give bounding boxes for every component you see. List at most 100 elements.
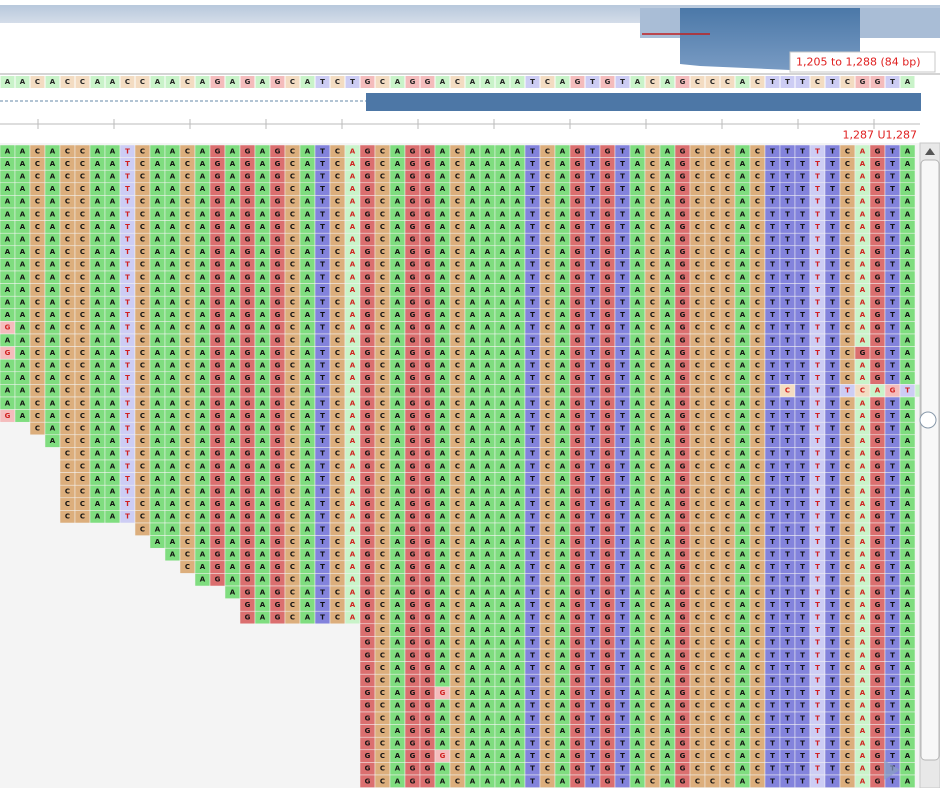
read-base: G (275, 324, 281, 332)
read-base: T (590, 173, 595, 181)
read-base: A (440, 160, 446, 168)
read-base: A (740, 273, 746, 281)
read-base: A (740, 551, 746, 559)
read-base: G (605, 563, 611, 571)
read-base: A (905, 525, 911, 533)
read-base: T (620, 576, 625, 584)
reference-base: C (125, 78, 130, 86)
read-base: C (725, 614, 730, 622)
read-base: A (485, 261, 491, 269)
read-base: T (125, 412, 130, 420)
read-base: T (590, 576, 595, 584)
read-base: T (890, 488, 895, 496)
read-base: A (470, 387, 476, 395)
read-base: C (650, 311, 655, 319)
read-base: T (530, 437, 535, 445)
reference-base: A (95, 78, 101, 86)
read-base: C (710, 248, 715, 256)
read-base: T (800, 513, 805, 521)
read-base: C (335, 450, 340, 458)
read-base: A (440, 185, 446, 193)
read-base: A (860, 588, 866, 596)
read-base: A (170, 248, 176, 256)
read-base: A (440, 601, 446, 609)
read-base: A (665, 210, 671, 218)
read-base: A (110, 173, 116, 181)
read-base: A (515, 198, 521, 206)
read-base: C (80, 475, 85, 483)
read-base: C (545, 185, 550, 193)
read-base: T (785, 425, 790, 433)
read-base: A (515, 664, 521, 672)
read-base: A (230, 362, 236, 370)
reference-base: A (560, 78, 566, 86)
read-base: A (560, 689, 566, 697)
read-base: C (755, 399, 760, 407)
read-base: T (320, 349, 325, 357)
read-base: A (500, 551, 506, 559)
read-base: C (545, 311, 550, 319)
read-base: T (785, 488, 790, 496)
read-base: G (275, 349, 281, 357)
read-base: G (215, 475, 221, 483)
read-base: G (365, 236, 371, 244)
read-base: A (50, 349, 56, 357)
read-base: T (800, 299, 805, 307)
read-base: C (755, 147, 760, 155)
read-base: G (245, 299, 251, 307)
read-base: T (770, 538, 775, 546)
read-base: A (515, 236, 521, 244)
read-base: G (680, 588, 686, 596)
read-base: G (215, 462, 221, 470)
read-base: C (695, 462, 700, 470)
read-base: G (605, 513, 611, 521)
read-base: C (545, 261, 550, 269)
read-base: T (125, 324, 130, 332)
read-base: C (845, 677, 850, 685)
read-base: A (200, 500, 206, 508)
read-base: A (635, 525, 641, 533)
read-base: C (185, 261, 190, 269)
read-base: A (860, 147, 866, 155)
read-base: A (635, 387, 641, 395)
read-base: C (755, 614, 760, 622)
reference-cell (180, 76, 195, 88)
read-base: C (710, 311, 715, 319)
read-base: C (80, 223, 85, 231)
read-base: G (875, 299, 881, 307)
read-base: G (410, 387, 416, 395)
read-base: A (20, 236, 26, 244)
read-base: T (590, 437, 595, 445)
read-base: G (680, 185, 686, 193)
read-base: A (260, 601, 266, 609)
read-base: A (635, 160, 641, 168)
read-base: A (155, 462, 161, 470)
read-base: C (335, 576, 340, 584)
read-base: G (410, 639, 416, 647)
read-base: A (470, 299, 476, 307)
read-base: C (455, 450, 460, 458)
read-base: C (545, 601, 550, 609)
read-base: C (80, 500, 85, 508)
read-base: A (395, 563, 401, 571)
read-base: G (875, 664, 881, 672)
read-base: C (695, 261, 700, 269)
read-base: G (605, 362, 611, 370)
read-base: C (545, 513, 550, 521)
reference-cell (540, 76, 555, 88)
read-base: C (710, 639, 715, 647)
read-base: G (860, 349, 866, 357)
reference-base: T (770, 78, 775, 86)
read-base: G (275, 538, 281, 546)
read-base: G (245, 311, 251, 319)
read-base: C (845, 500, 850, 508)
read-base: A (485, 387, 491, 395)
read-base: T (530, 236, 535, 244)
read-base: A (665, 198, 671, 206)
read-base: G (410, 261, 416, 269)
read-base: A (500, 450, 506, 458)
read-base: A (95, 210, 101, 218)
read-base: C (335, 387, 340, 395)
read-base: A (665, 362, 671, 370)
read-base: C (380, 639, 385, 647)
